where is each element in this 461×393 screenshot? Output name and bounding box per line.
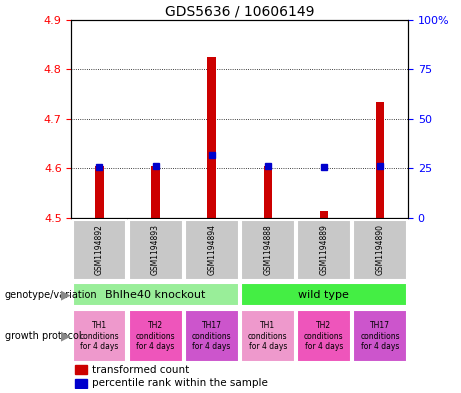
Text: GSM1194893: GSM1194893	[151, 224, 160, 275]
Bar	[241, 310, 295, 362]
Text: GSM1194892: GSM1194892	[95, 224, 104, 275]
Text: ▶: ▶	[61, 288, 71, 301]
Text: TH1
conditions
for 4 days: TH1 conditions for 4 days	[248, 321, 288, 351]
Bar	[95, 166, 104, 218]
Title: GDS5636 / 10606149: GDS5636 / 10606149	[165, 4, 314, 18]
Bar	[207, 57, 216, 218]
Text: percentile rank within the sample: percentile rank within the sample	[92, 378, 267, 388]
Text: GSM1194889: GSM1194889	[319, 224, 328, 275]
Text: growth protocol: growth protocol	[5, 331, 81, 341]
Text: GSM1194894: GSM1194894	[207, 224, 216, 275]
Text: Bhlhe40 knockout: Bhlhe40 knockout	[106, 290, 206, 299]
Bar	[353, 220, 407, 280]
Bar	[297, 220, 351, 280]
Text: ▶: ▶	[61, 329, 71, 343]
Bar	[129, 220, 183, 280]
Bar	[185, 310, 239, 362]
Text: GSM1194890: GSM1194890	[375, 224, 384, 275]
Bar	[72, 310, 126, 362]
Bar	[72, 283, 239, 306]
Text: TH2
conditions
for 4 days: TH2 conditions for 4 days	[304, 321, 343, 351]
Bar	[319, 211, 328, 218]
Bar	[151, 166, 160, 218]
Text: TH1
conditions
for 4 days: TH1 conditions for 4 days	[80, 321, 119, 351]
Bar	[75, 379, 87, 388]
Bar	[376, 101, 384, 218]
Bar	[185, 220, 239, 280]
Bar	[297, 310, 351, 362]
Text: TH17
conditions
for 4 days: TH17 conditions for 4 days	[360, 321, 400, 351]
Bar	[72, 220, 126, 280]
Text: wild type: wild type	[298, 290, 349, 299]
Text: transformed count: transformed count	[92, 365, 189, 375]
Bar	[264, 166, 272, 218]
Bar	[241, 220, 295, 280]
Bar	[75, 365, 87, 374]
Text: TH17
conditions
for 4 days: TH17 conditions for 4 days	[192, 321, 231, 351]
Bar	[241, 283, 407, 306]
Bar	[353, 310, 407, 362]
Text: genotype/variation: genotype/variation	[5, 290, 97, 299]
Text: GSM1194888: GSM1194888	[263, 224, 272, 275]
Bar	[129, 310, 183, 362]
Text: TH2
conditions
for 4 days: TH2 conditions for 4 days	[136, 321, 175, 351]
